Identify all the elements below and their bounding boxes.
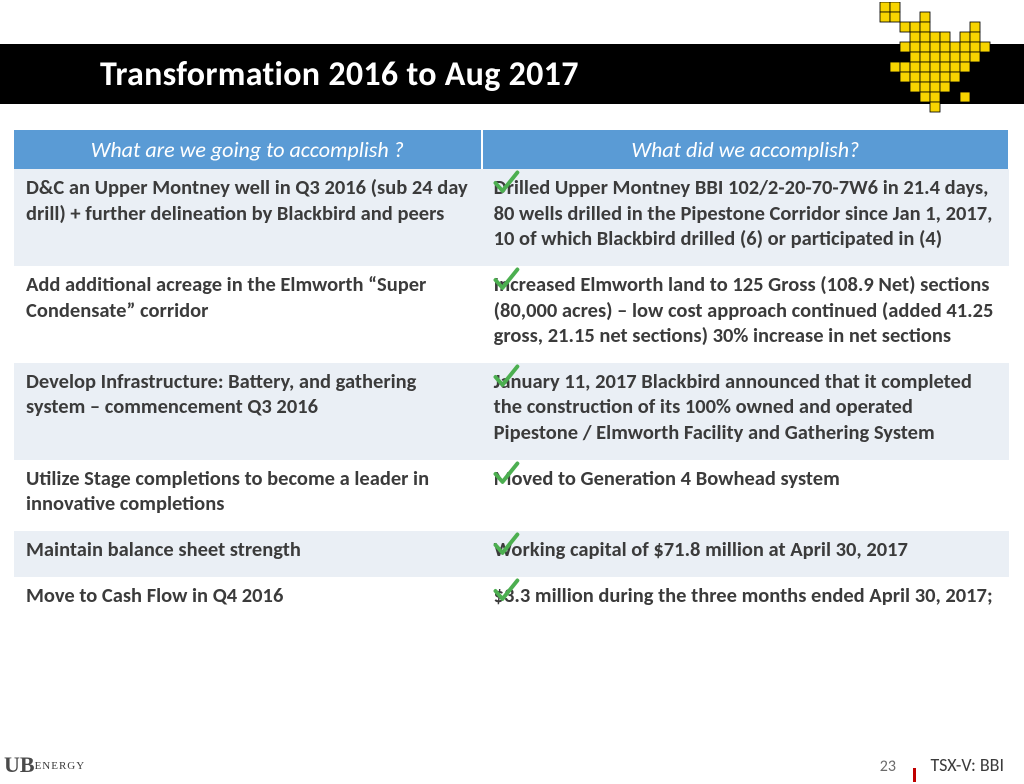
accomplishment-table: What are we going to accomplish ? What d… bbox=[14, 130, 1010, 622]
table-row: Utilize Stage completions to become a le… bbox=[14, 460, 1009, 531]
done-cell: $3.3 million during the three months end… bbox=[482, 577, 1009, 623]
table-row: Add additional acreage in the Elmworth “… bbox=[14, 266, 1009, 363]
goal-cell: Add additional acreage in the Elmworth “… bbox=[14, 266, 482, 363]
done-text: Drilled Upper Montney BBI 102/2-20-70-7W… bbox=[494, 174, 993, 251]
done-cell: Working capital of $71.8 million at Apri… bbox=[482, 531, 1009, 577]
done-cell: Moved to Generation 4 Bowhead system bbox=[482, 460, 1009, 531]
done-text: Working capital of $71.8 million at Apri… bbox=[494, 536, 908, 562]
table-row: Move to Cash Flow in Q4 2016 $3.3 million… bbox=[14, 577, 1009, 623]
table-row: Maintain balance sheet strength Working c… bbox=[14, 531, 1009, 577]
done-text: $3.3 million during the three months end… bbox=[494, 582, 993, 608]
red-accent-bar bbox=[913, 768, 916, 782]
table-row: D&C an Upper Montney well in Q3 2016 (su… bbox=[14, 169, 1009, 266]
done-text: January 11, 2017 Blackbird announced tha… bbox=[494, 368, 972, 445]
check-icon bbox=[492, 363, 520, 391]
accomplishment-table-wrap: What are we going to accomplish ? What d… bbox=[14, 130, 1010, 622]
slide: Transformation 2016 to Aug 2017 What are… bbox=[0, 0, 1024, 784]
done-cell: Increased Elmworth land to 125 Gross (10… bbox=[482, 266, 1009, 363]
done-text: Moved to Generation 4 Bowhead system bbox=[494, 465, 840, 491]
check-icon bbox=[492, 266, 520, 294]
footer-logo: UBENERGY bbox=[4, 752, 85, 778]
done-cell: Drilled Upper Montney BBI 102/2-20-70-7W… bbox=[482, 169, 1009, 266]
ticker-label: TSX-V: BBI bbox=[930, 754, 1004, 776]
col-header-done: What did we accomplish? bbox=[482, 130, 1009, 169]
slide-number: 23 bbox=[880, 757, 896, 776]
goal-cell: Move to Cash Flow in Q4 2016 bbox=[14, 577, 482, 623]
slide-title: Transformation 2016 to Aug 2017 bbox=[100, 54, 579, 95]
accomplishment-tbody: D&C an Upper Montney well in Q3 2016 (su… bbox=[14, 169, 1009, 622]
col-header-goal: What are we going to accomplish ? bbox=[14, 130, 482, 169]
goal-cell: Develop Infrastructure: Battery, and gat… bbox=[14, 363, 482, 460]
goal-cell: Utilize Stage completions to become a le… bbox=[14, 460, 482, 531]
goal-cell: D&C an Upper Montney well in Q3 2016 (su… bbox=[14, 169, 482, 266]
logo-pixel-bird bbox=[870, 2, 1010, 122]
check-icon bbox=[492, 531, 520, 559]
done-cell: January 11, 2017 Blackbird announced tha… bbox=[482, 363, 1009, 460]
check-icon bbox=[492, 460, 520, 488]
check-icon bbox=[492, 169, 520, 197]
table-row: Develop Infrastructure: Battery, and gat… bbox=[14, 363, 1009, 460]
goal-cell: Maintain balance sheet strength bbox=[14, 531, 482, 577]
check-icon bbox=[492, 577, 520, 605]
done-text: Increased Elmworth land to 125 Gross (10… bbox=[494, 271, 994, 348]
